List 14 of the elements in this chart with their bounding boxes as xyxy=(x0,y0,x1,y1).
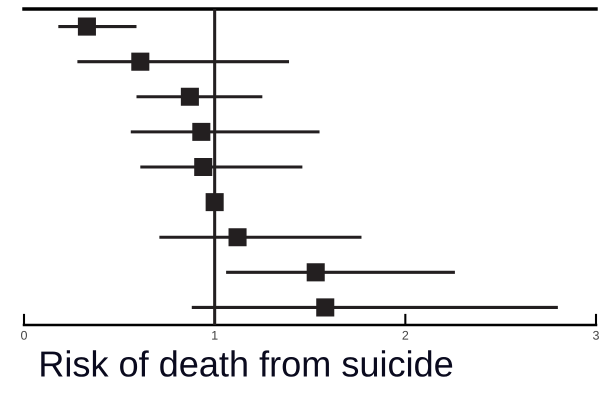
point xyxy=(131,52,150,71)
x-tick-label: 3 xyxy=(593,330,599,340)
x-tick-label: 1 xyxy=(212,331,218,340)
point xyxy=(306,263,325,282)
point xyxy=(194,158,212,176)
x-tick-label: 2 xyxy=(402,330,408,340)
point xyxy=(316,298,334,316)
point xyxy=(192,122,210,141)
point xyxy=(206,193,224,212)
point xyxy=(228,228,247,246)
point xyxy=(180,88,199,106)
point xyxy=(78,18,96,36)
x-tick-label: 0 xyxy=(21,330,27,340)
x-axis-title: Risk of death from suicide xyxy=(41,350,452,377)
